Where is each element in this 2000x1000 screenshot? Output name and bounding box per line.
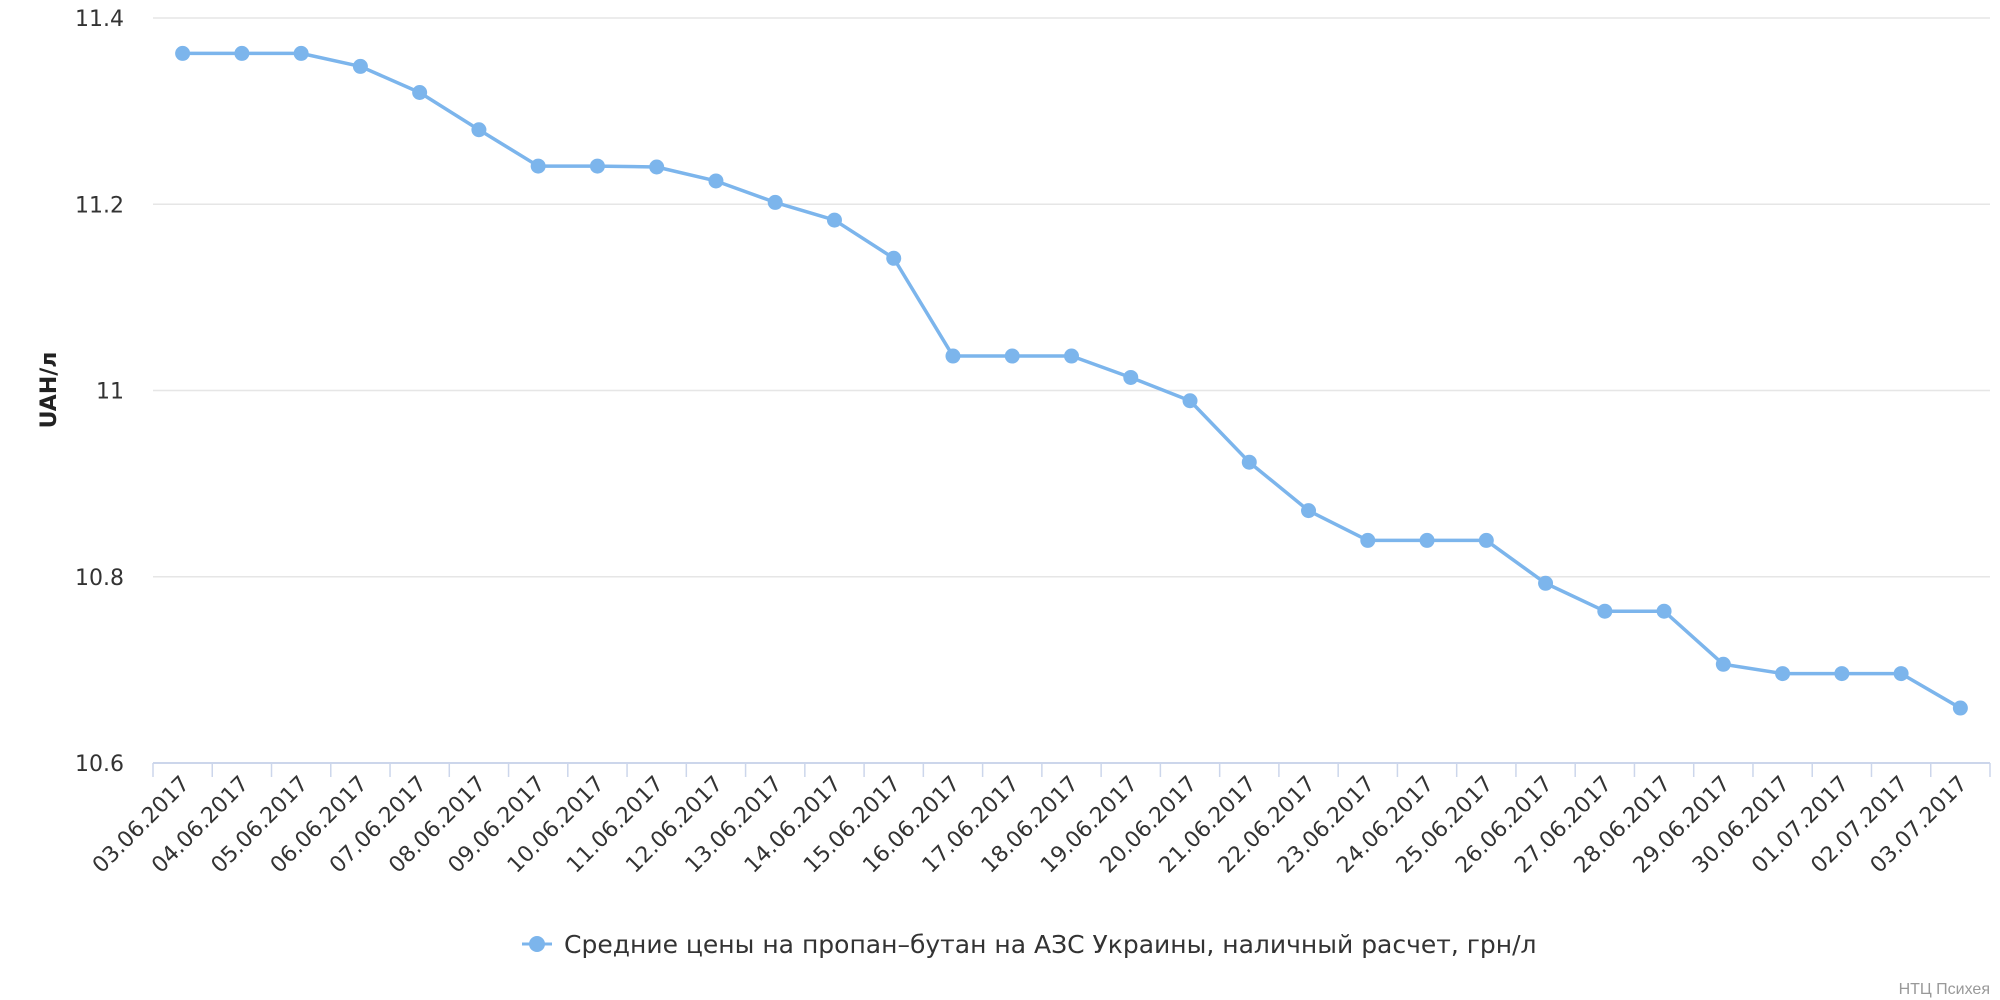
- data-point: [1360, 532, 1376, 548]
- credit-label[interactable]: НТЦ Психея: [1899, 981, 1990, 998]
- data-point: [708, 173, 724, 189]
- data-point: [1597, 603, 1613, 619]
- data-point: [1775, 666, 1791, 682]
- data-point: [1478, 532, 1494, 548]
- legend-marker-swatch: [529, 936, 545, 952]
- legend[interactable]: Средние цены на пропан–бутан на АЗС Укра…: [522, 930, 1537, 959]
- data-point: [826, 212, 842, 228]
- data-point: [1834, 666, 1850, 682]
- data-point: [1656, 603, 1672, 619]
- data-point: [175, 45, 191, 61]
- data-point: [1538, 575, 1554, 591]
- data-point: [530, 158, 546, 174]
- y-tick-label: 10.6: [75, 752, 124, 777]
- data-point: [1715, 656, 1731, 672]
- data-point: [1419, 532, 1435, 548]
- data-point: [1123, 369, 1139, 385]
- data-point: [1952, 700, 1968, 716]
- data-point: [412, 85, 428, 100]
- data-point: [886, 250, 902, 266]
- data-point: [767, 194, 783, 210]
- series-line: [180, 51, 1963, 710]
- data-point: [1004, 348, 1020, 364]
- data-point: [352, 58, 368, 74]
- y-tick-label: 11: [96, 380, 124, 405]
- x-axis: 03.06.201704.06.201705.06.201706.06.2017…: [88, 762, 1991, 878]
- series-line-group: [175, 45, 1968, 716]
- y-tick-label: 10.8: [75, 566, 124, 591]
- gridlines: [153, 17, 1990, 578]
- data-point: [589, 158, 605, 174]
- legend-series-label: Средние цены на пропан–бутан на АЗС Укра…: [564, 930, 1537, 959]
- y-axis: 11.4 11.2 11 10.8 10.6: [75, 7, 124, 777]
- data-point: [1064, 348, 1079, 364]
- data-point: [293, 45, 309, 61]
- y-tick-label: 11.2: [75, 193, 124, 218]
- y-tick-label: 11.4: [75, 7, 124, 32]
- data-point: [471, 122, 487, 138]
- data-point: [649, 159, 665, 175]
- data-point: [1893, 666, 1909, 682]
- data-point: [1301, 503, 1317, 519]
- y-axis-title: UAH/л: [37, 352, 62, 429]
- data-point: [234, 45, 250, 61]
- data-point: [1182, 393, 1198, 409]
- data-point: [1241, 454, 1257, 470]
- data-point: [945, 348, 961, 364]
